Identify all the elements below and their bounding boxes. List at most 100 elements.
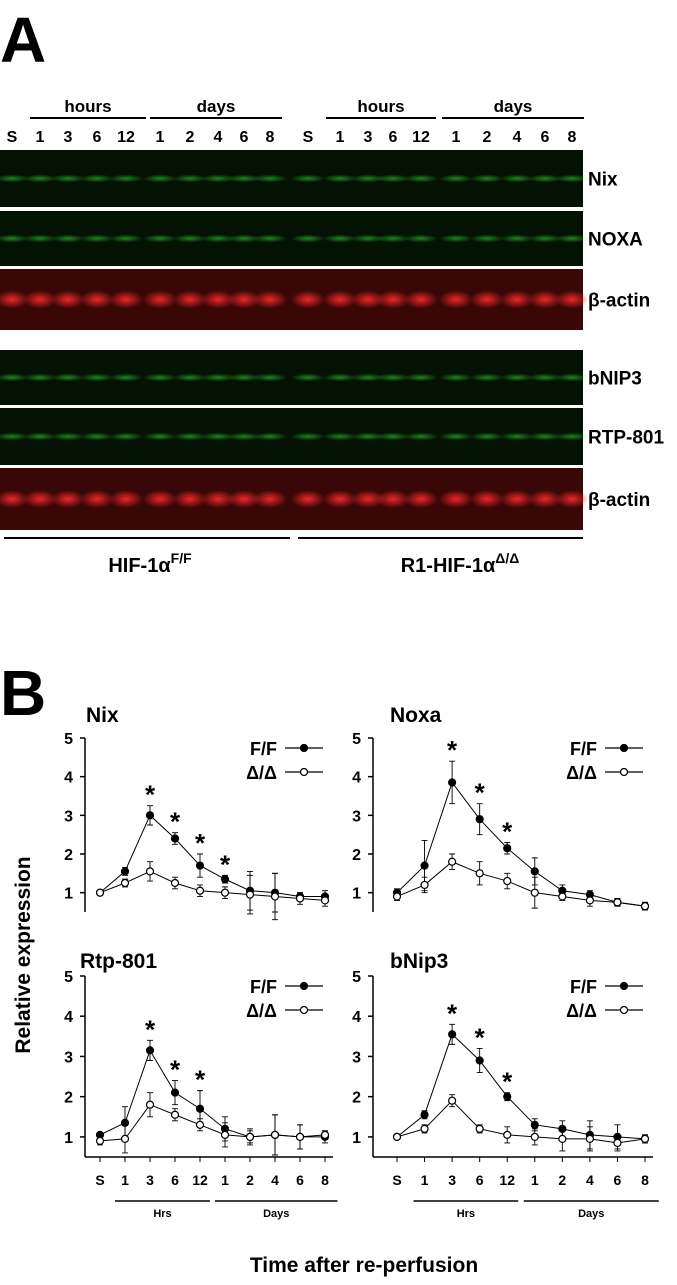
x-tick-label: 6 — [614, 1172, 622, 1188]
blot-band — [500, 290, 534, 309]
legend-label: F/F — [570, 977, 597, 997]
legend-marker — [619, 1005, 629, 1015]
blot-band — [439, 290, 473, 309]
series-line — [396, 781, 646, 907]
y-tick-label: 3 — [64, 808, 73, 825]
y-axis-label: Relative expression — [12, 856, 35, 1053]
data-point — [503, 844, 512, 853]
significance-star: * — [170, 1055, 181, 1085]
y-tick-label: 4 — [64, 1009, 73, 1026]
x-tick-label: 1 — [221, 1172, 229, 1188]
significance-star: * — [145, 1014, 156, 1044]
y-tick-label: 5 — [352, 731, 361, 748]
blot-band — [201, 432, 235, 441]
data-point — [145, 867, 155, 876]
data-point — [530, 1132, 539, 1141]
x-tick-label: 6 — [296, 1172, 304, 1188]
y-tick-label: 4 — [352, 1009, 361, 1026]
x-tick-label: 4 — [586, 1172, 594, 1188]
genotype-name: HIF-1α — [108, 555, 171, 577]
data-point — [448, 857, 457, 866]
data-point — [640, 902, 650, 911]
lane-label: 4 — [513, 129, 522, 146]
blot-band — [500, 432, 534, 441]
x-tick-label: 3 — [448, 1172, 456, 1188]
blot-label: NOXA — [588, 230, 643, 251]
blot-band — [323, 174, 357, 183]
blot-band — [109, 373, 143, 382]
x-axis-label: Time after re-perfusion — [250, 1254, 478, 1277]
data-point — [448, 1096, 457, 1105]
blot-band — [0, 234, 29, 243]
legend-marker — [619, 767, 629, 777]
significance-star: * — [502, 1067, 513, 1097]
legend-marker — [619, 981, 629, 991]
lane-label: 1 — [36, 129, 45, 146]
data-point — [585, 1134, 594, 1144]
lane-group-label: hours — [357, 97, 404, 116]
y-tick-label: 2 — [64, 847, 73, 864]
legend-label: Δ/Δ — [246, 763, 277, 783]
blot-band — [173, 373, 207, 382]
x-tick-label: 6 — [171, 1172, 179, 1188]
blot-band — [23, 373, 57, 382]
x-tick-label: 12 — [192, 1172, 208, 1188]
blot-band — [376, 234, 410, 243]
data-point — [320, 1130, 330, 1139]
blot-label: RTP-801 — [588, 428, 664, 449]
lane-label: 6 — [541, 129, 550, 146]
blot-band — [404, 234, 438, 243]
panel-label: A — [0, 4, 46, 76]
data-point — [245, 1132, 255, 1141]
blot-band — [528, 174, 562, 183]
blot-band — [376, 290, 410, 309]
group-label: Hrs — [153, 1208, 171, 1220]
lane-label: 12 — [412, 129, 430, 146]
y-tick-label: 5 — [64, 969, 73, 986]
blot-band — [23, 432, 57, 441]
blot-band — [143, 234, 177, 243]
y-tick-label: 5 — [352, 969, 361, 986]
blot-band — [555, 490, 589, 508]
x-tick-label: 2 — [558, 1172, 566, 1188]
significance-star: * — [475, 1022, 486, 1052]
x-tick-label: 2 — [246, 1172, 254, 1188]
blot-band — [439, 432, 473, 441]
blot-band — [555, 432, 589, 441]
data-point — [270, 892, 280, 901]
blot-band — [528, 490, 562, 508]
data-point — [585, 896, 594, 905]
legend-marker — [299, 981, 309, 991]
blot-band — [51, 174, 85, 183]
lane-label: 1 — [156, 129, 165, 146]
data-point — [95, 888, 105, 897]
blot-band — [351, 373, 385, 382]
blot-label: β-actin — [588, 490, 650, 511]
data-point — [95, 1136, 105, 1146]
blot-band — [291, 234, 325, 243]
data-point — [320, 896, 330, 905]
y-tick-label: 1 — [352, 886, 361, 903]
blot-band — [439, 490, 473, 508]
legend-label: F/F — [570, 739, 597, 759]
lane-label: 12 — [117, 129, 135, 146]
legend-marker — [299, 1005, 309, 1015]
blot-band — [291, 373, 325, 382]
x-tick-label: 12 — [499, 1172, 515, 1188]
lane-label: 6 — [389, 129, 398, 146]
blot-band — [109, 490, 143, 508]
y-tick-label: 1 — [64, 1130, 73, 1147]
lane-label: 8 — [266, 129, 275, 146]
significance-star: * — [195, 828, 206, 858]
blot-band — [201, 290, 235, 309]
blot-band — [404, 490, 438, 508]
blot-band — [227, 174, 261, 183]
blot-band — [528, 290, 562, 309]
blot-band — [291, 290, 325, 309]
data-point — [475, 1124, 484, 1133]
data-point — [220, 1130, 230, 1139]
y-tick-label: 3 — [352, 1049, 361, 1066]
y-tick-label: 4 — [64, 770, 73, 787]
